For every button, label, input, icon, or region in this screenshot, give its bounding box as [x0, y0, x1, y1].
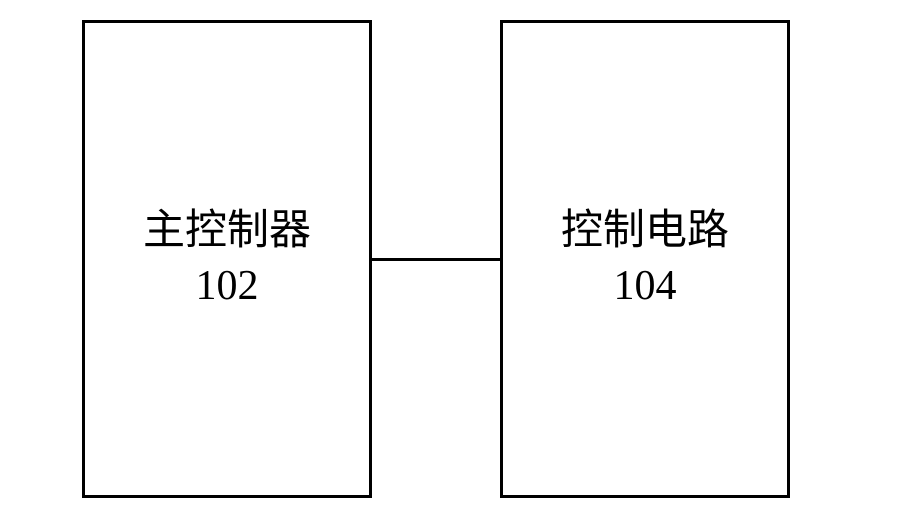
main-controller-number: 102	[196, 259, 259, 314]
control-circuit-label: 控制电路	[561, 204, 729, 259]
control-circuit-block: 控制电路 104	[500, 20, 790, 498]
main-controller-block: 主控制器 102	[82, 20, 372, 498]
main-controller-label: 主控制器	[143, 204, 311, 259]
block-diagram: 主控制器 102 控制电路 104	[0, 0, 900, 521]
control-circuit-number: 104	[614, 259, 677, 314]
connector-line	[372, 258, 500, 261]
